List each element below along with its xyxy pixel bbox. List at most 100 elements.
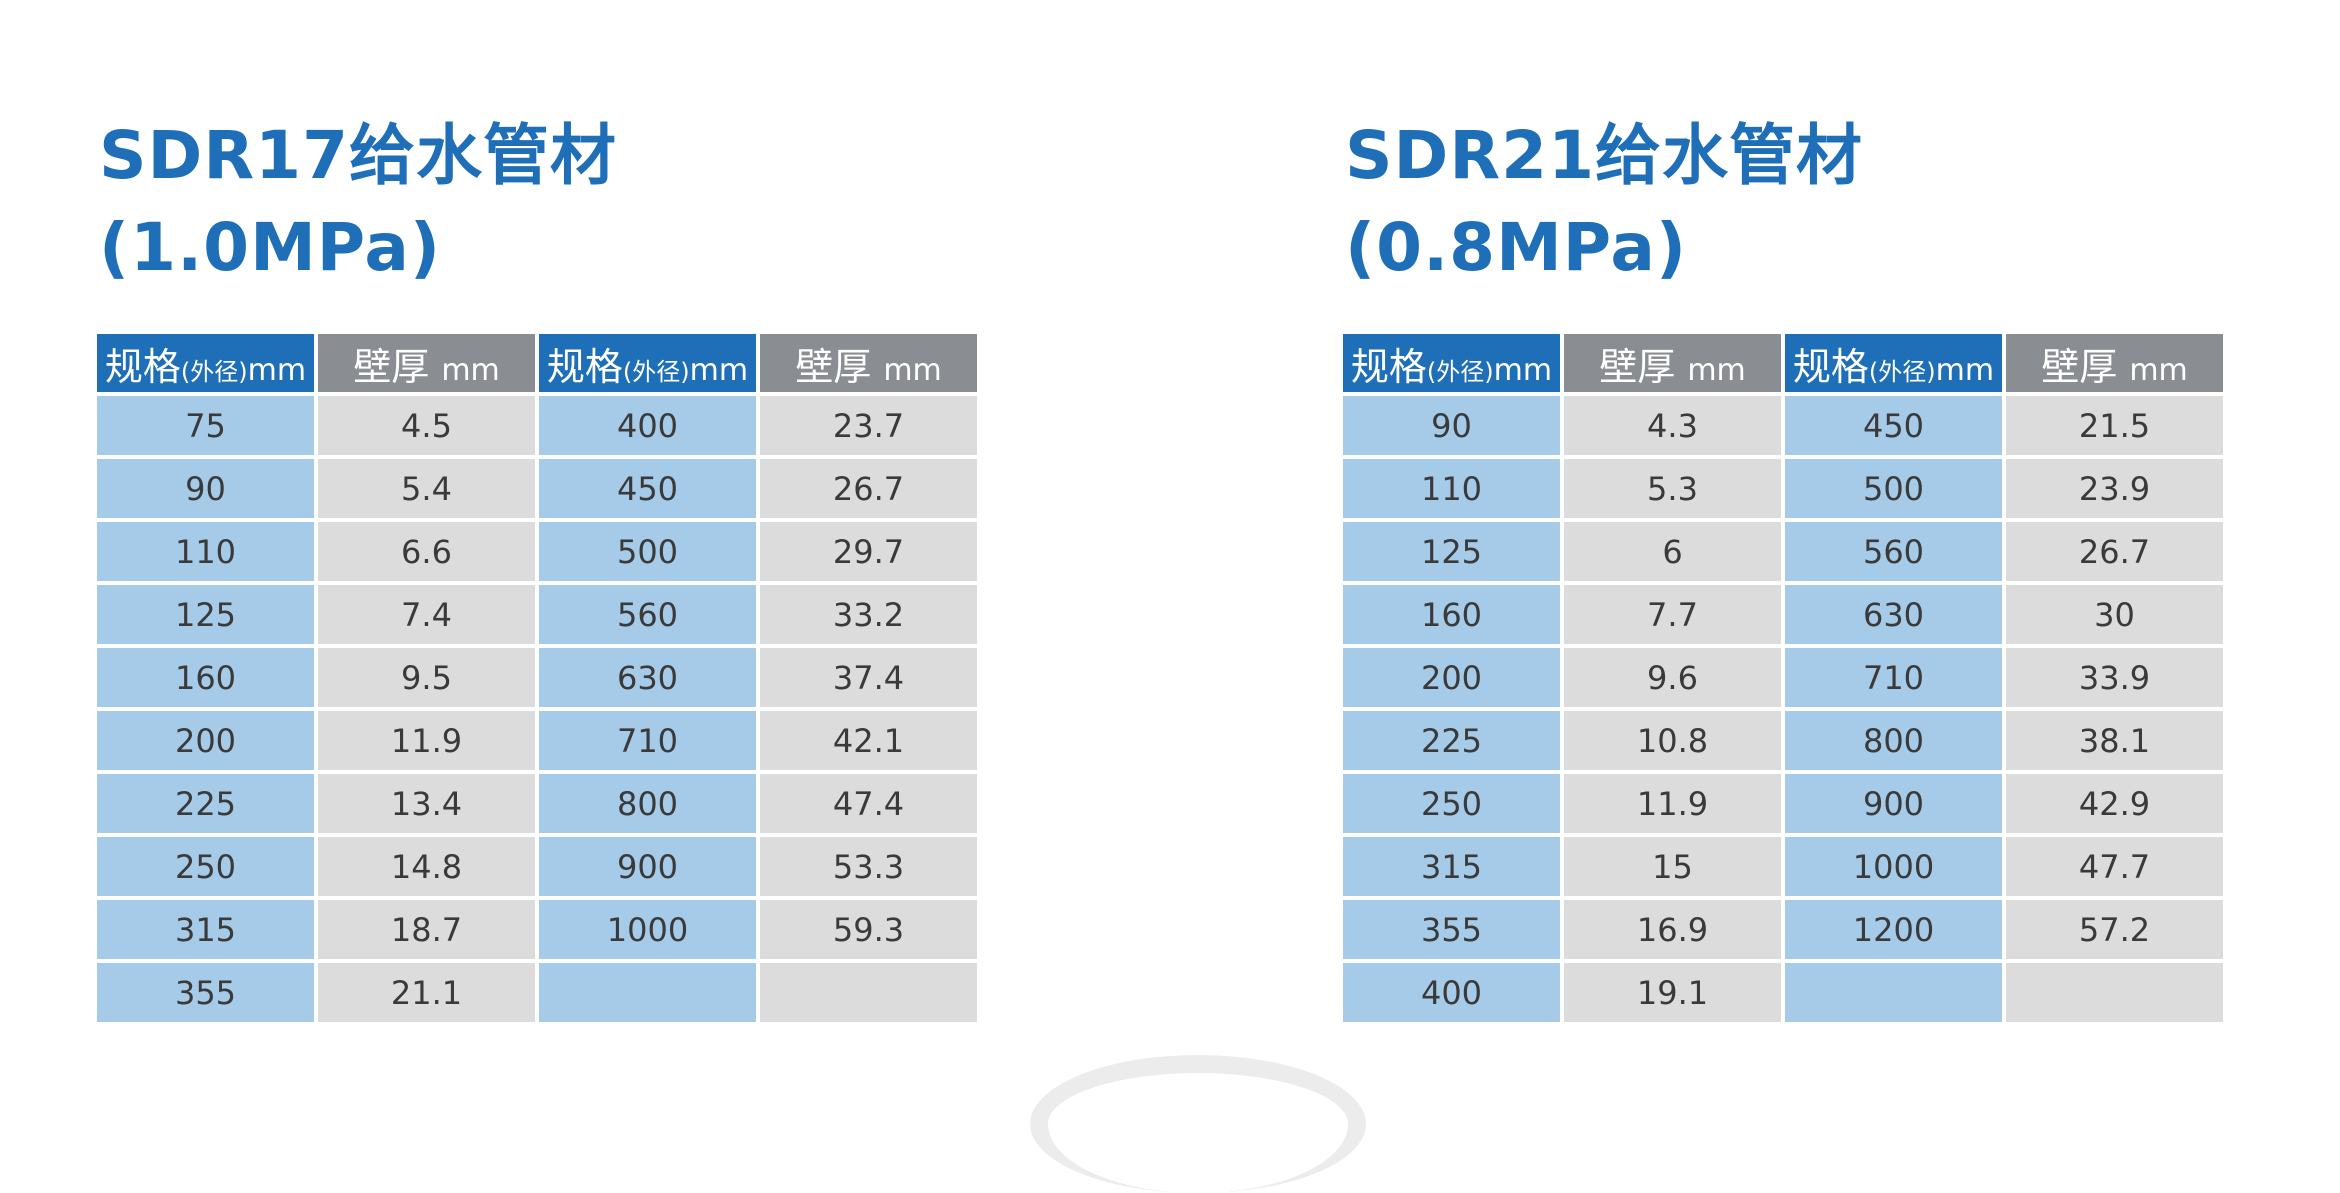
wall-thickness-cell: 21.1 [318, 963, 535, 1022]
outer-diameter-cell: 160 [97, 648, 314, 707]
outer-diameter-cell: 1000 [1785, 837, 2002, 896]
outer-diameter-cell: 160 [1343, 585, 1560, 644]
wall-thickness-cell: 6 [1564, 522, 1781, 581]
wall-thickness-header: 壁厚 mm [318, 334, 535, 392]
wall-thickness-cell: 47.4 [760, 774, 977, 833]
outer-diameter-cell: 225 [97, 774, 314, 833]
table-row: 355 16.9 1200 57.2 [1343, 900, 2223, 959]
wall-thickness-cell: 33.9 [2006, 648, 2223, 707]
wall-thickness-cell: 38.1 [2006, 711, 2223, 770]
wall-thickness-cell: 57.2 [2006, 900, 2223, 959]
wall-thickness-cell: 19.1 [1564, 963, 1781, 1022]
wall-thickness-cell: 9.6 [1564, 648, 1781, 707]
outer-diameter-cell: 400 [1343, 963, 1560, 1022]
wall-thickness-cell: 53.3 [760, 837, 977, 896]
wall-thickness-cell: 4.5 [318, 396, 535, 455]
outer-diameter-cell: 200 [1343, 648, 1560, 707]
table-row: 160 9.5 630 37.4 [97, 648, 977, 707]
table-row: 110 5.3 500 23.9 [1343, 459, 2223, 518]
wall-thickness-cell: 29.7 [760, 522, 977, 581]
wall-thickness-cell: 15 [1564, 837, 1781, 896]
outer-diameter-cell: 800 [1785, 711, 2002, 770]
table-row: 90 5.4 450 26.7 [97, 459, 977, 518]
wall-thickness-cell: 7.7 [1564, 585, 1781, 644]
sdr17-title-line1: SDR17给水管材 [99, 117, 617, 194]
outer-diameter-cell: 500 [539, 522, 756, 581]
outer-diameter-cell: 800 [539, 774, 756, 833]
outer-diameter-cell: 250 [97, 837, 314, 896]
wall-thickness-header: 壁厚 mm [1564, 334, 1781, 392]
wall-thickness-cell: 18.7 [318, 900, 535, 959]
table-row: 110 6.6 500 29.7 [97, 522, 977, 581]
wall-thickness-cell: 33.2 [760, 585, 977, 644]
wall-thickness-cell: 37.4 [760, 648, 977, 707]
wall-thickness-cell: 26.7 [2006, 522, 2223, 581]
outer-diameter-cell: 400 [539, 396, 756, 455]
wall-thickness-cell: 10.8 [1564, 711, 1781, 770]
outer-diameter-cell [539, 963, 756, 1022]
wall-thickness-cell: 7.4 [318, 585, 535, 644]
outer-diameter-cell: 110 [1343, 459, 1560, 518]
table-row: 355 21.1 [97, 963, 977, 1022]
wall-thickness-cell [760, 963, 977, 1022]
wall-thickness-cell: 59.3 [760, 900, 977, 959]
outer-diameter-cell: 560 [539, 585, 756, 644]
outer-diameter-cell: 1200 [1785, 900, 2002, 959]
spec-header: 规格(外径)mm [1343, 334, 1560, 392]
wall-thickness-header: 壁厚 mm [2006, 334, 2223, 392]
wall-thickness-cell [2006, 963, 2223, 1022]
wall-thickness-cell: 14.8 [318, 837, 535, 896]
spec-header: 规格(外径)mm [539, 334, 756, 392]
wall-thickness-cell: 9.5 [318, 648, 535, 707]
wall-thickness-cell: 4.3 [1564, 396, 1781, 455]
table-row: 160 7.7 630 30 [1343, 585, 2223, 644]
wall-thickness-cell: 5.4 [318, 459, 535, 518]
outer-diameter-cell: 90 [1343, 396, 1560, 455]
wall-thickness-cell: 11.9 [1564, 774, 1781, 833]
sdr21-title: SDR21给水管材 (0.8MPa) [1345, 110, 2228, 294]
sdr21-title-line1: SDR21给水管材 [1345, 117, 1863, 194]
sdr17-section: SDR17给水管材 (1.0MPa) 规格(外径)mm 壁厚 mm 规格(外径)… [97, 110, 982, 1026]
outer-diameter-cell: 225 [1343, 711, 1560, 770]
sdr17-title: SDR17给水管材 (1.0MPa) [99, 110, 982, 294]
outer-diameter-cell: 125 [1343, 522, 1560, 581]
table-row: 400 19.1 [1343, 963, 2223, 1022]
outer-diameter-cell: 355 [97, 963, 314, 1022]
table-row: 90 4.3 450 21.5 [1343, 396, 2223, 455]
outer-diameter-cell: 900 [539, 837, 756, 896]
wall-thickness-cell: 13.4 [318, 774, 535, 833]
wall-thickness-cell: 11.9 [318, 711, 535, 770]
table-row: 315 18.7 1000 59.3 [97, 900, 977, 959]
outer-diameter-cell: 900 [1785, 774, 2002, 833]
table-row: 225 13.4 800 47.4 [97, 774, 977, 833]
outer-diameter-cell: 200 [97, 711, 314, 770]
wall-thickness-cell: 23.7 [760, 396, 977, 455]
outer-diameter-cell: 710 [539, 711, 756, 770]
spec-header: 规格(外径)mm [97, 334, 314, 392]
wall-thickness-cell: 5.3 [1564, 459, 1781, 518]
outer-diameter-cell: 450 [539, 459, 756, 518]
sdr17-table: 规格(外径)mm 壁厚 mm 规格(外径)mm 壁厚 mm 75 4.5 400 23… [93, 330, 981, 1026]
sdr21-table: 规格(外径)mm 壁厚 mm 规格(外径)mm 壁厚 mm 90 4.3 450 21… [1339, 330, 2227, 1026]
outer-diameter-cell: 315 [97, 900, 314, 959]
sdr17-title-line2: (1.0MPa) [99, 209, 442, 286]
outer-diameter-cell: 90 [97, 459, 314, 518]
wall-thickness-cell: 23.9 [2006, 459, 2223, 518]
outer-diameter-cell: 1000 [539, 900, 756, 959]
table-row: 250 14.8 900 53.3 [97, 837, 977, 896]
wall-thickness-cell: 47.7 [2006, 837, 2223, 896]
outer-diameter-cell: 560 [1785, 522, 2002, 581]
outer-diameter-cell: 500 [1785, 459, 2002, 518]
outer-diameter-cell: 630 [539, 648, 756, 707]
decorative-arc [1030, 1055, 1366, 1193]
sdr21-section: SDR21给水管材 (0.8MPa) 规格(外径)mm 壁厚 mm 规格(外径)… [1343, 110, 2228, 1026]
wall-thickness-cell: 26.7 [760, 459, 977, 518]
wall-thickness-header: 壁厚 mm [760, 334, 977, 392]
table-row: 125 6 560 26.7 [1343, 522, 2223, 581]
table-row: 125 7.4 560 33.2 [97, 585, 977, 644]
table-header-row: 规格(外径)mm 壁厚 mm 规格(外径)mm 壁厚 mm [97, 334, 977, 392]
outer-diameter-cell: 125 [97, 585, 314, 644]
wall-thickness-cell: 6.6 [318, 522, 535, 581]
table-row: 315 15 1000 47.7 [1343, 837, 2223, 896]
wall-thickness-cell: 16.9 [1564, 900, 1781, 959]
